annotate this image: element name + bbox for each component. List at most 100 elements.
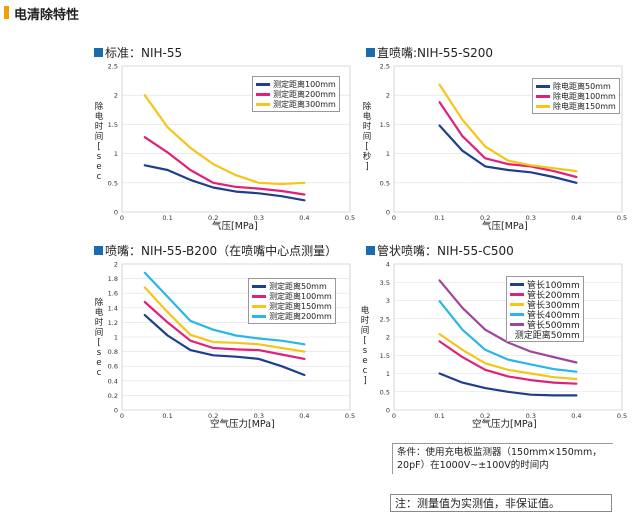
- y-tick-label: 0.4: [108, 377, 118, 385]
- series-line: [438, 124, 578, 184]
- y-tick-label: 1.4: [108, 304, 118, 312]
- legend-swatch: [536, 94, 550, 98]
- y-tick-label: 0.6: [108, 363, 118, 371]
- chart-title: 管状喷嘴：NIH-55-C500: [366, 242, 514, 259]
- series-line: [143, 94, 306, 186]
- y-tick-label: 2: [386, 92, 390, 100]
- legend-label: 测定距离100mm: [269, 291, 332, 301]
- chart-legend: 测定距离100mm 测定距离200mm 测定距离300mm: [252, 76, 340, 112]
- series-line: [143, 300, 306, 361]
- chart-legend: 测定距离50mm 测定距离100mm 测定距离150mm 测定距离200mm: [248, 278, 336, 324]
- legend-entry: 管长400mm: [510, 309, 580, 321]
- x-tick-label: 0.3: [254, 412, 264, 420]
- square-bullet-icon: [94, 48, 103, 57]
- x-tick-label: 0.3: [526, 412, 536, 420]
- x-tick-label: 0.3: [526, 214, 536, 222]
- y-tick-label: 2: [114, 261, 118, 269]
- x-tick-label: 0.5: [617, 214, 627, 222]
- series-line: [438, 83, 578, 173]
- y-tick-label: 3: [386, 297, 390, 305]
- x-tick-label: 0: [392, 214, 396, 222]
- series-line: [143, 136, 306, 196]
- legend-label: 测定距离200mm: [269, 311, 332, 321]
- x-tick-label: 0.5: [345, 214, 355, 222]
- y-tick-label: 2.5: [380, 63, 390, 71]
- legend-entry: 测定距离100mm: [256, 79, 336, 89]
- legend-label: 测定距离300mm: [273, 99, 336, 109]
- series-line: [438, 332, 578, 381]
- square-bullet-icon: [366, 48, 375, 57]
- legend-footer: 测定距离50mm: [514, 330, 580, 341]
- y-tick-label: 1.5: [108, 121, 118, 129]
- legend-swatch: [256, 102, 270, 106]
- section-header: 电清除特性: [0, 0, 640, 24]
- series-line: [143, 313, 306, 377]
- legend-swatch: [510, 292, 524, 296]
- legend-label: 测定距离100mm: [273, 79, 336, 89]
- legend-swatch: [536, 84, 550, 88]
- series-line: [438, 300, 578, 373]
- chart-legend: 除电距离50mm 除电距离100mm 除电距离150mm: [532, 78, 620, 114]
- legend-swatch: [536, 104, 550, 108]
- chart-panel-nih55-b200: 喷嘴：NIH-55-B200（在喷嘴中心点测量） 0 0.2 0.4 0.6 0.8 1 1…: [94, 244, 380, 446]
- legend-entry: 测定距离100mm: [252, 291, 332, 301]
- y-tick-label: 0: [114, 407, 118, 415]
- legend-swatch: [252, 294, 266, 298]
- legend-entry: 测定距离150mm: [252, 301, 332, 311]
- legend-label: 管长300mm: [527, 300, 580, 311]
- disclaimer-note: 注：测量值为实测值，非保证值。: [390, 494, 612, 512]
- x-tick-label: 0.4: [299, 412, 309, 420]
- x-tick-label: 0.1: [434, 412, 444, 420]
- y-tick-label: 2.5: [380, 315, 390, 323]
- x-axis-label: 空气压力[MPa]: [210, 419, 275, 430]
- x-tick-label: 0.2: [480, 412, 490, 420]
- legend-label: 测定距离200mm: [273, 89, 336, 99]
- series-line: [143, 271, 306, 346]
- x-tick-label: 0.1: [434, 214, 444, 222]
- legend-swatch: [252, 284, 266, 288]
- legend-entry: 除电距离50mm: [536, 81, 616, 91]
- chart-panel-nih55: 标准：NIH-55 0 0.5 1 1.5 2 2.5 0 0.1 0.2 0.3 0.4 0.5 测…: [94, 46, 380, 248]
- x-tick-label: 0.5: [345, 412, 355, 420]
- legend-swatch: [256, 92, 270, 96]
- legend-swatch: [510, 302, 524, 306]
- x-tick-label: 0.1: [162, 214, 172, 222]
- x-tick-label: 0.2: [480, 214, 490, 222]
- y-tick-label: 2.5: [108, 63, 118, 71]
- legend-swatch: [252, 314, 266, 318]
- section-title: 电清除特性: [14, 8, 80, 23]
- legend-entry: 管长200mm: [510, 289, 580, 301]
- legend-label: 除电距离150mm: [553, 101, 616, 111]
- y-tick-label: 2: [114, 92, 118, 100]
- legend-label: 管长400mm: [527, 310, 580, 321]
- y-tick-label: 0: [386, 407, 390, 415]
- measurement-condition: 条件：使用充电板监测器（150mm×150mm，20pF）在1000V~±100…: [392, 443, 613, 474]
- legend-swatch: [510, 282, 524, 286]
- legend-entry: 除电距离150mm: [536, 101, 616, 111]
- series-line: [143, 286, 306, 353]
- x-tick-label: 0.1: [162, 412, 172, 420]
- chart-legend: 管长100mm 管长200mm 管长300mm 管长400mm 管长500mm 测定距离5…: [506, 276, 584, 342]
- y-tick-label: 1.2: [108, 319, 118, 327]
- legend-swatch: [510, 322, 524, 326]
- y-axis-label: 除电时间[秒]: [362, 102, 372, 172]
- y-tick-label: 1: [114, 150, 118, 158]
- chart-title: 喷嘴：NIH-55-B200（在喷嘴中心点测量）: [94, 242, 337, 259]
- chart-title: 标准：NIH-55: [94, 44, 182, 61]
- y-tick-label: 0.5: [380, 388, 390, 396]
- legend-entry: 管长300mm: [510, 299, 580, 311]
- plot-area: 0 0.2 0.4 0.6 0.8 1 1.2 1.4 1.6 1.8 2 0 0.1 0.2 0.3 0.4…: [108, 261, 356, 421]
- legend-label: 测定距离150mm: [269, 301, 332, 311]
- y-tick-label: 0.2: [108, 392, 118, 400]
- y-tick-label: 1.6: [108, 290, 118, 298]
- y-tick-label: 1.5: [380, 121, 390, 129]
- series-line: [438, 372, 578, 397]
- legend-label: 除电距离50mm: [553, 81, 611, 91]
- legend-entry: 除电距离100mm: [536, 91, 616, 101]
- legend-swatch: [256, 82, 270, 86]
- legend-label: 除电距离100mm: [553, 91, 616, 101]
- y-tick-label: 0: [386, 209, 390, 217]
- legend-entry: 测定距离200mm: [252, 311, 332, 321]
- legend-entry: 管长100mm: [510, 279, 580, 291]
- x-tick-label: 0.4: [571, 214, 581, 222]
